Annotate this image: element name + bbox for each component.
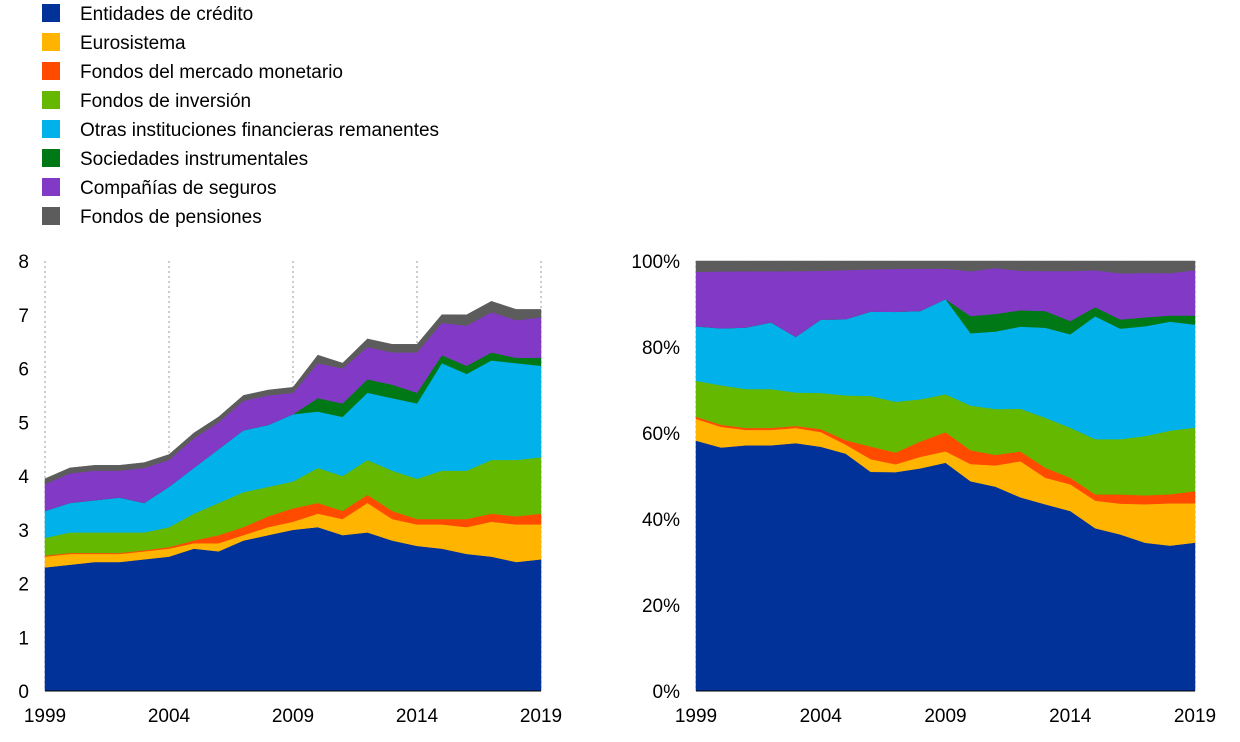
x-tick-label: 1999 (24, 706, 66, 727)
x-tick-label: 1999 (675, 706, 717, 727)
y-tick-label: 2 (18, 575, 29, 596)
legend-label: Fondos del mercado monetario (80, 62, 343, 83)
y-tick-label: 7 (18, 306, 29, 327)
legend-label: Sociedades instrumentales (80, 149, 308, 170)
legend-swatch (42, 62, 60, 80)
y-tick-label: 40% (642, 510, 680, 531)
x-tick-label: 2014 (396, 706, 439, 727)
y-tick-label: 1 (18, 628, 29, 649)
x-tick-label: 2009 (272, 706, 314, 727)
legend-label: Otras instituciones financieras remanent… (80, 120, 439, 141)
legend-label: Eurosistema (80, 33, 186, 54)
y-tick-label: 60% (642, 424, 680, 445)
y-tick-label: 0 (18, 682, 29, 703)
y-tick-label: 20% (642, 596, 680, 617)
right-chart-percent: 0% 20% 40% 60% 80% 100% 1999 2004 2009 2014 2019 (631, 252, 1216, 727)
y-tick-label: 8 (18, 252, 29, 273)
y-tick-label: 80% (642, 338, 680, 359)
y-tick-label: 6 (18, 360, 29, 381)
x-tick-label: 2009 (924, 706, 966, 727)
area-fondos-de-pensiones (44, 301, 542, 485)
left-chart-absolute: 0 1 2 3 4 5 6 7 8 1999 2004 2009 2014 2019 (18, 252, 562, 727)
legend-swatch (42, 4, 60, 22)
x-tick-label: 2019 (520, 706, 562, 727)
x-tick-label: 2019 (1174, 706, 1216, 727)
y-tick-label: 100% (631, 252, 680, 273)
legend-label: Fondos de inversión (80, 91, 251, 112)
legend: Entidades de crédito Eurosistema Fondos de… (42, 4, 439, 228)
y-tick-label: 0% (653, 682, 681, 703)
legend-swatch (42, 207, 60, 225)
legend-swatch (42, 178, 60, 196)
y-tick-label: 4 (18, 467, 29, 488)
legend-swatch (42, 33, 60, 51)
legend-label: Entidades de crédito (80, 4, 253, 25)
legend-swatch (42, 120, 60, 138)
legend-swatch (42, 91, 60, 109)
x-tick-label: 2004 (148, 706, 191, 727)
y-tick-label: 3 (18, 521, 29, 542)
y-tick-label: 5 (18, 413, 29, 434)
area-fondos-de-pensiones (695, 260, 1196, 274)
legend-swatch (42, 149, 60, 167)
x-tick-label: 2004 (800, 706, 843, 727)
legend-label: Compañías de seguros (80, 178, 276, 199)
legend-label: Fondos de pensiones (80, 207, 262, 228)
x-tick-label: 2014 (1049, 706, 1092, 727)
